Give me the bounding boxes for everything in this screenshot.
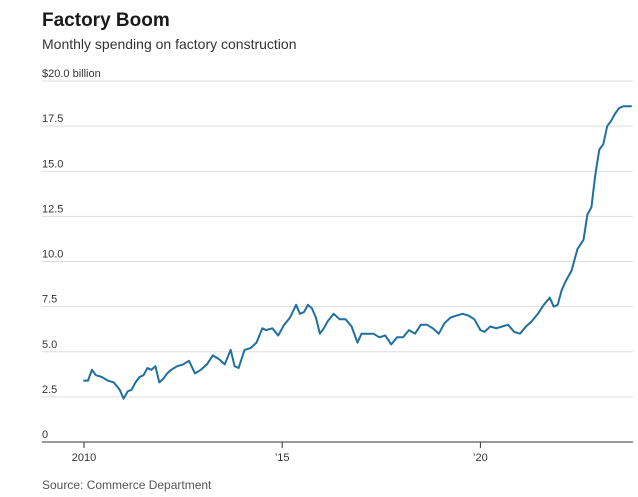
y-axis: 0 2.5 5.0 7.5 10.0 12.5 15.0 17.5 $20.0 billion: [42, 68, 101, 441]
x-tick-label: ’15: [275, 452, 290, 464]
y-tick-label: 10.0: [42, 249, 63, 261]
y-tick-label: 7.5: [42, 294, 57, 306]
series-line-0: [83, 105, 632, 400]
y-tick-label: 15.0: [42, 158, 63, 170]
line-chart: 02.55.07.510.012.515.017.5$20.0 billion …: [42, 68, 633, 464]
y-tick-label: 0: [42, 429, 48, 441]
grid-lines: [42, 80, 633, 398]
series-group: [83, 105, 632, 400]
y-tick-label: 17.5: [42, 113, 63, 125]
x-tick-label: ’20: [473, 452, 488, 464]
y-tick-label: 2.5: [42, 384, 57, 396]
chart-title: Factory Boom: [42, 10, 170, 31]
chart-subtitle: Monthly spending on factory construction: [42, 36, 297, 52]
y-tick-label: $20.0 billion: [42, 68, 101, 80]
y-tick-label: 5.0: [42, 339, 57, 351]
x-axis: 2010 ’15 ’20: [42, 441, 633, 464]
y-tick-label: 12.5: [42, 203, 63, 215]
source-note: Source: Commerce Department: [42, 478, 212, 492]
x-tick-label: 2010: [72, 452, 96, 464]
